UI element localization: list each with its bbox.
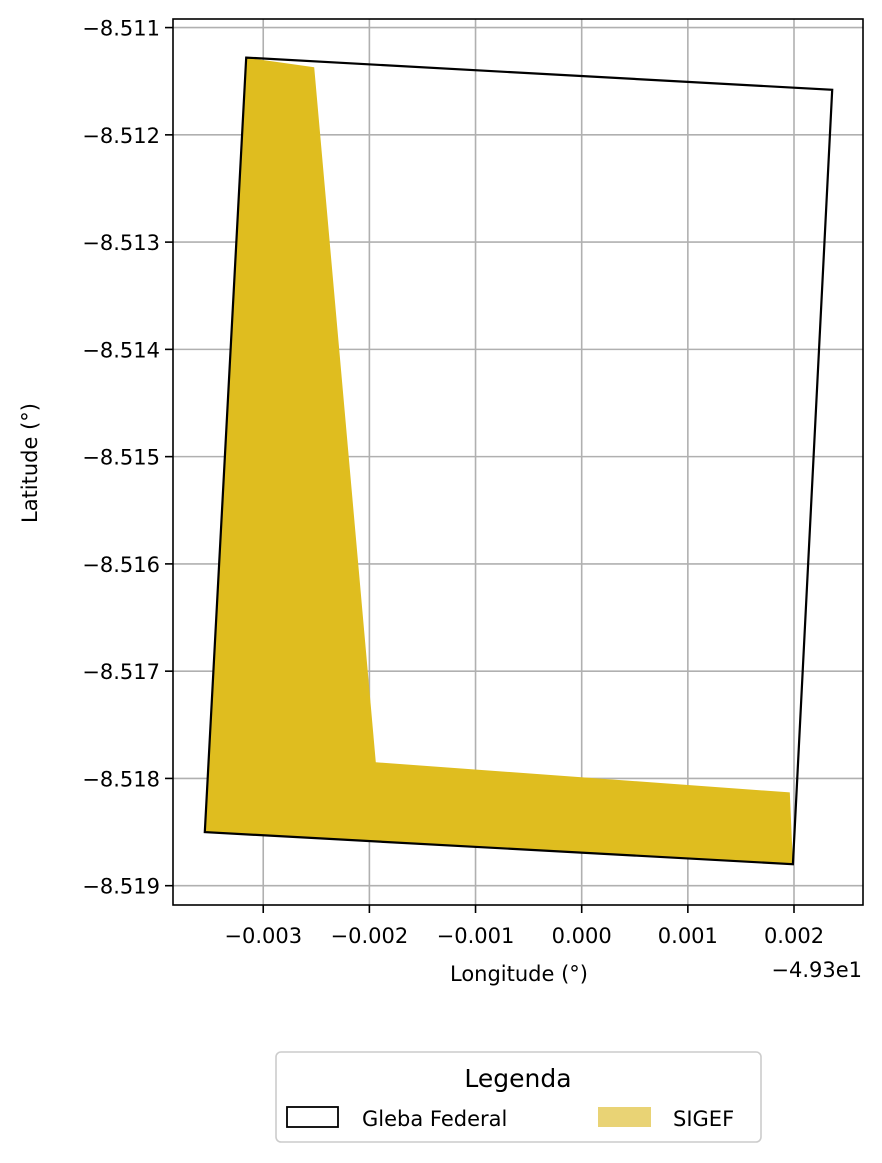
x-tick-label-0: −0.003 — [224, 924, 302, 948]
legend-swatch-gleba-federal — [286, 1106, 339, 1128]
map-layers — [203, 56, 834, 866]
layer-gleba-federal — [203, 56, 834, 866]
x-axis-label: Longitude (°) — [450, 962, 588, 986]
legend: Legenda Gleba Federal SIGEF — [275, 1051, 762, 1143]
legend-swatch-sigef — [598, 1107, 651, 1127]
y-tick-label-3: −8.514 — [82, 338, 160, 362]
y-tick-label-7: −8.518 — [82, 767, 160, 791]
legend-label-gleba-federal: Gleba Federal — [362, 1107, 507, 1131]
x-tick-label-1: −0.002 — [331, 924, 409, 948]
y-tick-label-1: −8.512 — [82, 124, 160, 148]
y-axis-ticks: −8.511 −8.512 −8.513 −8.514 −8.515 −8.516 −8.5… — [82, 17, 173, 899]
y-tick-label-4: −8.515 — [82, 446, 160, 470]
x-axis-ticks: −0.003 −0.002 −0.001 0.000 0.001 0.002 — [224, 905, 824, 948]
x-tick-label-2: −0.001 — [437, 924, 515, 948]
axes-frame — [172, 18, 864, 906]
y-tick-label-8: −8.519 — [82, 875, 160, 899]
x-tick-label-3: 0.000 — [552, 924, 612, 948]
y-tick-label-2: −8.513 — [82, 231, 160, 255]
legend-title: Legenda — [464, 1064, 571, 1093]
legend-label-sigef: SIGEF — [673, 1107, 734, 1131]
x-tick-label-5: 0.002 — [764, 924, 824, 948]
y-tick-label-0: −8.511 — [82, 17, 160, 41]
y-tick-label-6: −8.517 — [82, 660, 160, 684]
layer-sigef — [204, 57, 793, 865]
y-tick-label-5: −8.516 — [82, 553, 160, 577]
x-tick-label-4: 0.001 — [658, 924, 718, 948]
x-axis-offset: −4.93e1 — [771, 958, 862, 982]
y-axis-label: Latitude (°) — [18, 403, 42, 523]
